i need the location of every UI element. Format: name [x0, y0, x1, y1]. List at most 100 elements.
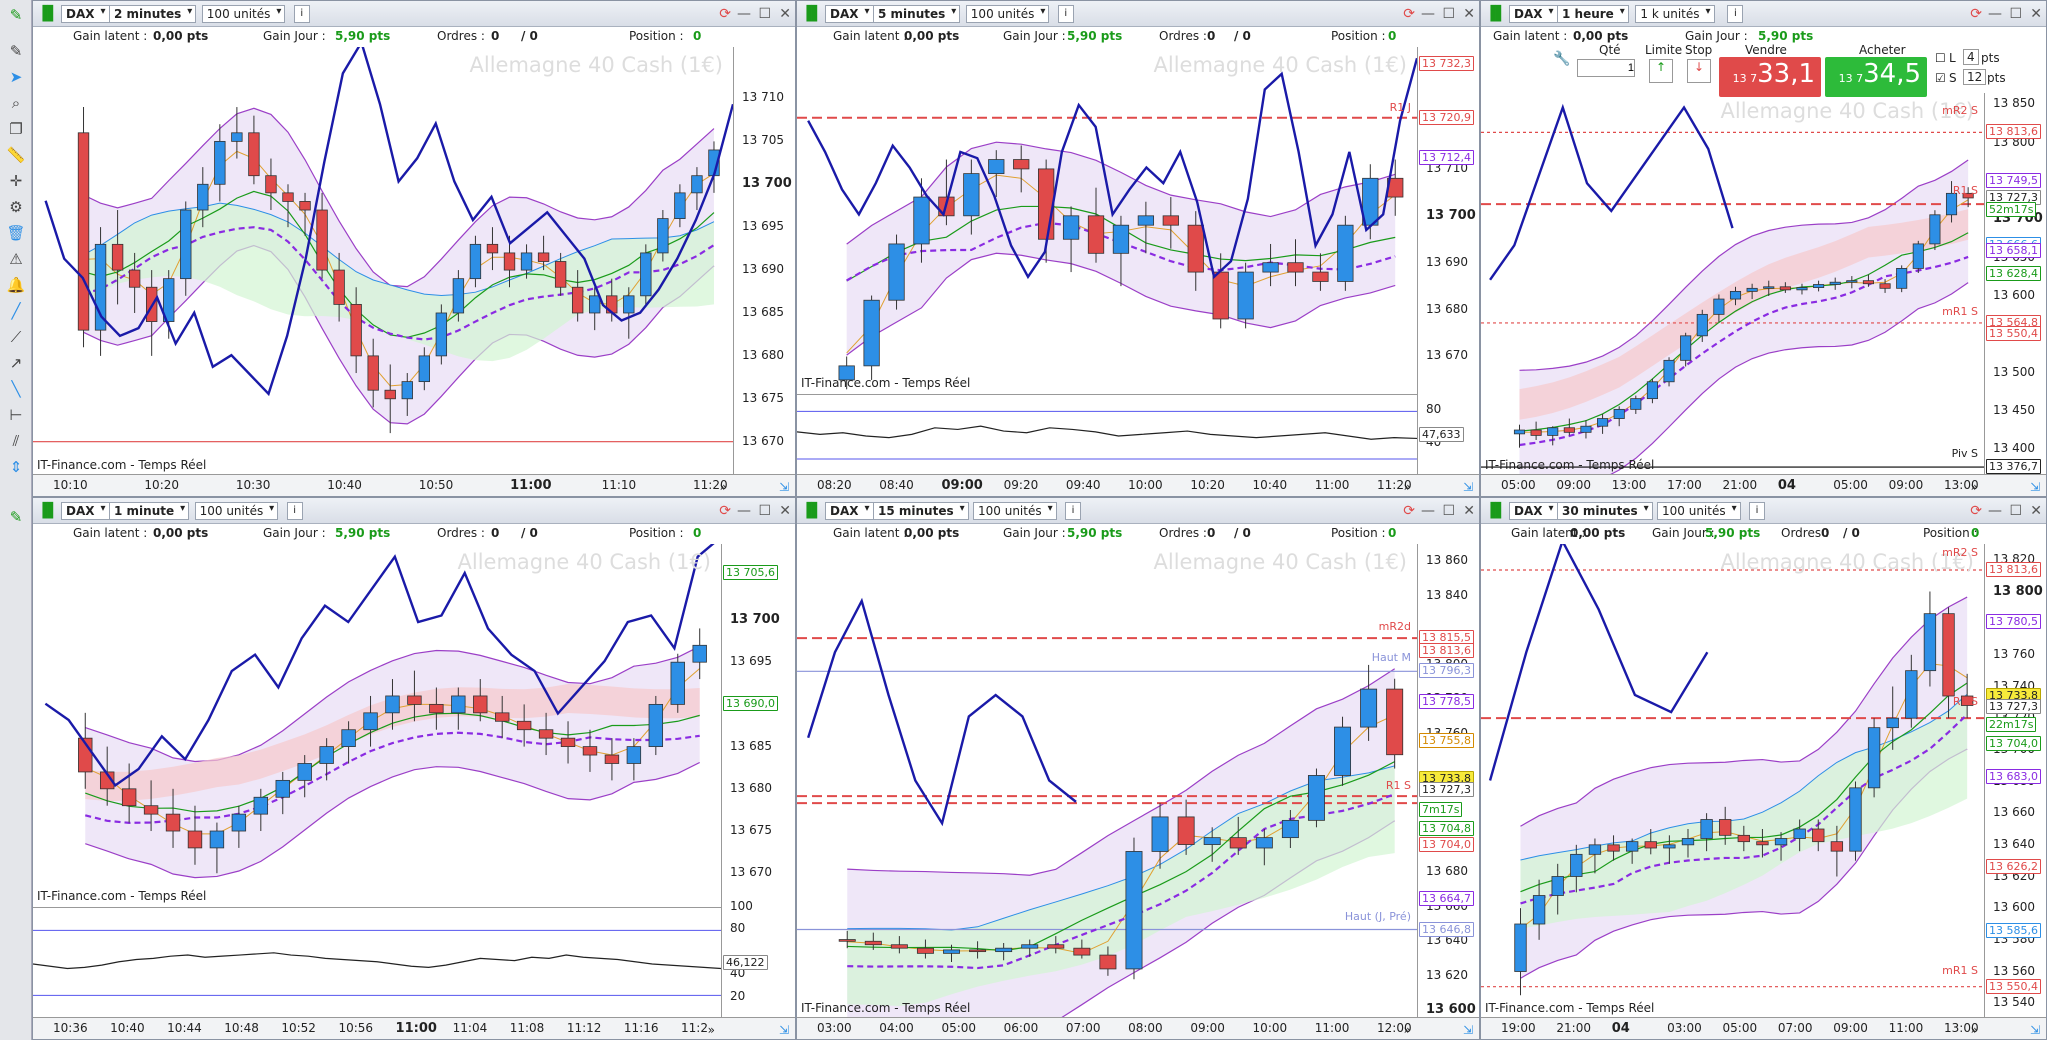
- instrument-select[interactable]: DAX: [61, 502, 110, 520]
- pin-icon[interactable]: ▐▌: [1485, 6, 1507, 22]
- maximize-icon[interactable]: ☐: [758, 6, 771, 22]
- pencil-icon[interactable]: ✎: [9, 41, 23, 60]
- timeframe-select[interactable]: 1 heure: [1557, 5, 1629, 23]
- size-select[interactable]: 100 unités: [1657, 502, 1741, 520]
- channel-icon[interactable]: ⫽: [12, 431, 20, 450]
- copy-icon[interactable]: ❐: [9, 119, 23, 138]
- size-select[interactable]: 100 unités: [201, 5, 286, 23]
- pin-icon[interactable]: ▐▌: [801, 6, 823, 22]
- sync-icon[interactable]: ⟳: [719, 503, 731, 519]
- zoom-corner-icon[interactable]: ⇲: [2029, 480, 2040, 494]
- pin-icon[interactable]: ▐▌: [1485, 503, 1507, 519]
- size-select[interactable]: 1 k unités: [1635, 5, 1715, 23]
- sync-icon[interactable]: ⟳: [1403, 503, 1415, 519]
- zoom-corner-icon[interactable]: ⇲: [778, 1023, 789, 1037]
- stop-button[interactable]: ↓: [1687, 59, 1711, 83]
- settings-icon[interactable]: ⚙: [9, 197, 23, 216]
- close-icon[interactable]: ✕: [1463, 6, 1475, 22]
- close-icon[interactable]: ✕: [779, 503, 791, 519]
- ruler-icon[interactable]: 📏: [6, 145, 26, 164]
- info-icon[interactable]: i: [286, 502, 303, 520]
- size-select[interactable]: 100 unités: [965, 5, 1050, 23]
- stop-points-input[interactable]: 12: [1963, 69, 1987, 85]
- stop-checkbox[interactable]: ☑: [1935, 71, 1946, 85]
- maximize-icon[interactable]: ☐: [2009, 6, 2022, 22]
- scroll-right-icon[interactable]: »: [1403, 1023, 1411, 1037]
- minimize-icon[interactable]: —: [737, 6, 751, 22]
- pin-icon[interactable]: ▐▌: [37, 6, 59, 22]
- scroll-icon[interactable]: ⇕: [9, 457, 23, 476]
- sync-icon[interactable]: ⟳: [1970, 6, 1982, 22]
- limit-button[interactable]: ↑: [1649, 59, 1673, 83]
- pencil-icon[interactable]: ✎: [9, 507, 23, 526]
- minimize-icon[interactable]: —: [1421, 6, 1435, 22]
- sync-icon[interactable]: ⟳: [1970, 503, 1982, 519]
- sync-icon[interactable]: ⟳: [719, 6, 731, 22]
- info-icon[interactable]: i: [1065, 502, 1081, 520]
- info-icon[interactable]: i: [1057, 5, 1074, 23]
- minimize-icon[interactable]: —: [1988, 6, 2002, 22]
- maximize-icon[interactable]: ☐: [2009, 503, 2022, 519]
- timeframe-select[interactable]: 1 minute: [109, 502, 190, 520]
- timeframe-select[interactable]: 30 minutes: [1557, 502, 1653, 520]
- time-axis[interactable]: 05:00 09:00 13:00 17:00 21:00 04 05:00 09:00 13:…: [1481, 474, 2046, 496]
- line-icon[interactable]: ╱: [11, 301, 21, 320]
- minimize-icon[interactable]: —: [737, 503, 751, 519]
- maximize-icon[interactable]: ☐: [758, 503, 771, 519]
- zoom-corner-icon[interactable]: ⇲: [1462, 1023, 1473, 1037]
- price-chart[interactable]: [797, 498, 1417, 1019]
- zoom-corner-icon[interactable]: ⇲: [1462, 480, 1473, 494]
- time-axis[interactable]: 19:00 21:00 04 03:00 05:00 07:00 09:00 11:00 13:…: [1481, 1017, 2046, 1039]
- minimize-icon[interactable]: —: [1421, 503, 1435, 519]
- crosshair-icon[interactable]: ✛: [9, 171, 23, 190]
- limit-points-input[interactable]: 4: [1963, 49, 1979, 65]
- timeframe-select[interactable]: 5 minutes: [873, 5, 961, 23]
- price-chart[interactable]: [1481, 498, 1984, 1019]
- minimize-icon[interactable]: —: [1988, 503, 2002, 519]
- bell-icon[interactable]: 🔔: [6, 275, 26, 294]
- pencil-icon[interactable]: ✎: [9, 5, 23, 24]
- info-icon[interactable]: i: [1727, 5, 1744, 23]
- time-axis[interactable]: 08:20 08:40 09:00 09:20 09:40 10:00 10:20 10:40…: [797, 474, 1479, 496]
- zoom-corner-icon[interactable]: ⇲: [2029, 1023, 2040, 1037]
- trendline-icon[interactable]: ⟋: [10, 327, 22, 346]
- hline-icon[interactable]: ⊢: [9, 405, 23, 424]
- info-icon[interactable]: i: [1749, 502, 1765, 520]
- instrument-select[interactable]: DAX: [61, 5, 110, 23]
- ray-icon[interactable]: ↗: [9, 353, 23, 372]
- time-axis[interactable]: 03:00 04:00 05:00 06:00 07:00 08:00 09:00 10:00…: [797, 1017, 1479, 1039]
- sync-icon[interactable]: ⟳: [1403, 6, 1415, 22]
- info-icon[interactable]: i: [293, 5, 310, 23]
- close-icon[interactable]: ✕: [779, 6, 791, 22]
- size-select[interactable]: 100 unités: [194, 502, 279, 520]
- scroll-right-icon[interactable]: »: [719, 480, 727, 494]
- buy-button[interactable]: 13 734,5: [1825, 57, 1927, 97]
- zoom-icon[interactable]: ⌕: [11, 93, 21, 112]
- sell-button[interactable]: 13 733,1: [1719, 57, 1821, 97]
- maximize-icon[interactable]: ☐: [1442, 6, 1455, 22]
- qty-input[interactable]: [1577, 59, 1635, 77]
- price-axis[interactable]: 13 710 13 705 13 700 13 695 13 690 13 685 13 6…: [733, 47, 795, 476]
- scroll-right-icon[interactable]: »: [1970, 1023, 1978, 1037]
- wrench-icon[interactable]: 🔧: [1553, 51, 1571, 67]
- price-chart[interactable]: [1481, 1, 1984, 476]
- close-icon[interactable]: ✕: [2030, 503, 2042, 519]
- pin-icon[interactable]: ▐▌: [37, 503, 59, 519]
- zoom-corner-icon[interactable]: ⇲: [778, 480, 789, 494]
- maximize-icon[interactable]: ☐: [1442, 503, 1455, 519]
- limit-checkbox[interactable]: ☐: [1935, 51, 1946, 65]
- scroll-right-icon[interactable]: »: [1403, 480, 1411, 494]
- instrument-select[interactable]: DAX: [825, 5, 874, 23]
- price-chart[interactable]: [33, 498, 721, 1019]
- size-select[interactable]: 100 unités: [973, 502, 1057, 520]
- instrument-select[interactable]: DAX: [1509, 502, 1558, 520]
- timeframe-select[interactable]: 15 minutes: [873, 502, 969, 520]
- scroll-right-icon[interactable]: »: [1970, 480, 1978, 494]
- oscillator-panel[interactable]: [33, 907, 721, 1019]
- scroll-right-icon[interactable]: »: [707, 1023, 715, 1037]
- trash-icon[interactable]: 🗑: [6, 223, 26, 242]
